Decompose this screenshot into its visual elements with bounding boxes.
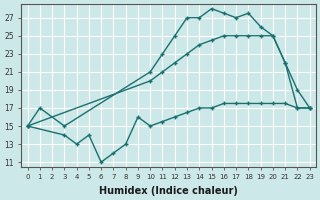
X-axis label: Humidex (Indice chaleur): Humidex (Indice chaleur) bbox=[99, 186, 238, 196]
